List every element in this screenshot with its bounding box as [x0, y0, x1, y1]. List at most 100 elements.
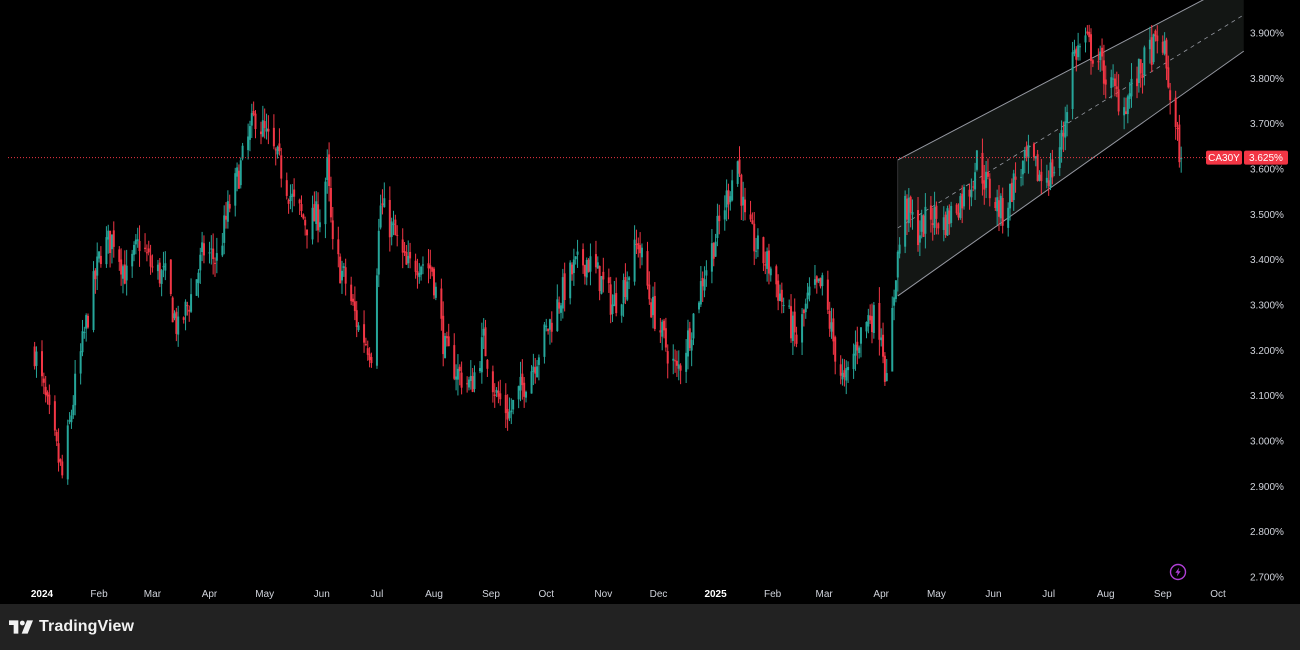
- candle: [1064, 106, 1067, 151]
- time-axis[interactable]: 2024 Feb Mar Apr May Jun Jul Aug Sep Oct Nov Dec 202…: [31, 589, 1226, 600]
- candle: [652, 286, 655, 329]
- candle: [904, 190, 907, 254]
- candle: [134, 234, 137, 255]
- candle: [239, 157, 242, 189]
- candle: [401, 228, 404, 269]
- candle: [948, 204, 951, 235]
- candle: [156, 259, 159, 280]
- candle: [611, 294, 614, 322]
- candle: [212, 233, 215, 275]
- candle: [162, 251, 165, 278]
- candle: [767, 243, 770, 285]
- candle: [81, 319, 84, 357]
- candle: [440, 278, 443, 331]
- channel-fill: [897, 0, 1244, 296]
- lightning-icon[interactable]: [1169, 563, 1187, 581]
- candle: [1124, 97, 1127, 115]
- x-tick-label: Oct: [1210, 589, 1226, 600]
- price-axis[interactable]: 3.900% 3.800% 3.700% 3.600% 3.500% 3.400% 3.30…: [1250, 29, 1284, 584]
- candle: [317, 192, 320, 243]
- candle: [828, 301, 831, 337]
- candle: [843, 359, 846, 387]
- candle: [736, 160, 739, 187]
- candle: [905, 194, 908, 235]
- candle: [1053, 166, 1056, 177]
- candle: [466, 376, 469, 393]
- chart-area[interactable]: 3.900% 3.800% 3.700% 3.600% 3.500% 3.400% 3.30…: [0, 0, 1300, 604]
- candle: [357, 322, 360, 332]
- candle: [160, 268, 163, 297]
- candle: [403, 241, 406, 257]
- candle: [57, 428, 60, 472]
- candle: [480, 322, 483, 384]
- brand[interactable]: TradingView: [9, 616, 134, 638]
- candle: [149, 244, 152, 275]
- candle: [302, 213, 305, 220]
- candle: [144, 233, 147, 253]
- candle: [1036, 149, 1039, 182]
- candle: [453, 333, 456, 381]
- y-tick-label: 3.000%: [1250, 437, 1284, 448]
- candle: [648, 271, 651, 305]
- candle: [133, 241, 136, 262]
- last-price-label: CA30Y 3.625%: [1206, 150, 1288, 165]
- candle: [409, 242, 412, 269]
- candle: [442, 301, 445, 367]
- candle: [942, 206, 945, 242]
- candle: [834, 335, 837, 375]
- candle: [769, 266, 772, 282]
- candle: [753, 212, 756, 266]
- candle: [98, 251, 101, 263]
- candle: [598, 265, 601, 301]
- candle: [1167, 55, 1170, 89]
- candle: [937, 222, 940, 235]
- candle: [74, 360, 77, 416]
- candle: [640, 243, 643, 266]
- candle: [383, 182, 386, 208]
- candle: [988, 173, 991, 207]
- candle: [35, 346, 38, 378]
- candle: [53, 395, 56, 436]
- candle: [467, 376, 470, 391]
- candle: [107, 224, 110, 254]
- candle: [659, 318, 662, 343]
- candle: [169, 259, 172, 297]
- candle: [493, 383, 496, 408]
- candle: [620, 303, 623, 323]
- candle: [944, 211, 947, 238]
- candle: [1077, 32, 1080, 61]
- channel-lower-line[interactable]: [897, 50, 1245, 297]
- candle: [1137, 58, 1140, 93]
- candle: [267, 115, 270, 145]
- candle: [1113, 73, 1116, 97]
- candle: [1088, 24, 1091, 43]
- candle: [755, 237, 758, 259]
- candle: [79, 343, 82, 385]
- candle: [946, 205, 949, 236]
- candle: [427, 249, 430, 284]
- candle: [87, 313, 90, 329]
- candle: [110, 234, 113, 264]
- candle: [195, 279, 198, 296]
- candle: [1058, 133, 1061, 176]
- x-tick-label: Apr: [202, 589, 218, 600]
- candle: [1174, 90, 1177, 140]
- candle: [847, 361, 850, 383]
- candle: [263, 108, 266, 139]
- candle: [585, 257, 588, 286]
- candle: [120, 248, 123, 286]
- candle: [576, 239, 579, 268]
- channel-upper-line[interactable]: [897, 0, 1244, 161]
- candle: [686, 319, 689, 370]
- candle: [311, 195, 314, 245]
- x-tick-label: Jun: [314, 589, 330, 600]
- candle: [572, 248, 575, 286]
- candle: [804, 298, 807, 319]
- candle: [1126, 94, 1129, 124]
- candle: [582, 243, 585, 274]
- x-tick-label: Oct: [538, 589, 554, 600]
- candle: [1154, 29, 1157, 42]
- candlestick-chart[interactable]: 3.900% 3.800% 3.700% 3.600% 3.500% 3.400% 3.30…: [0, 0, 1300, 604]
- candle: [1091, 58, 1094, 68]
- candle: [1152, 33, 1155, 65]
